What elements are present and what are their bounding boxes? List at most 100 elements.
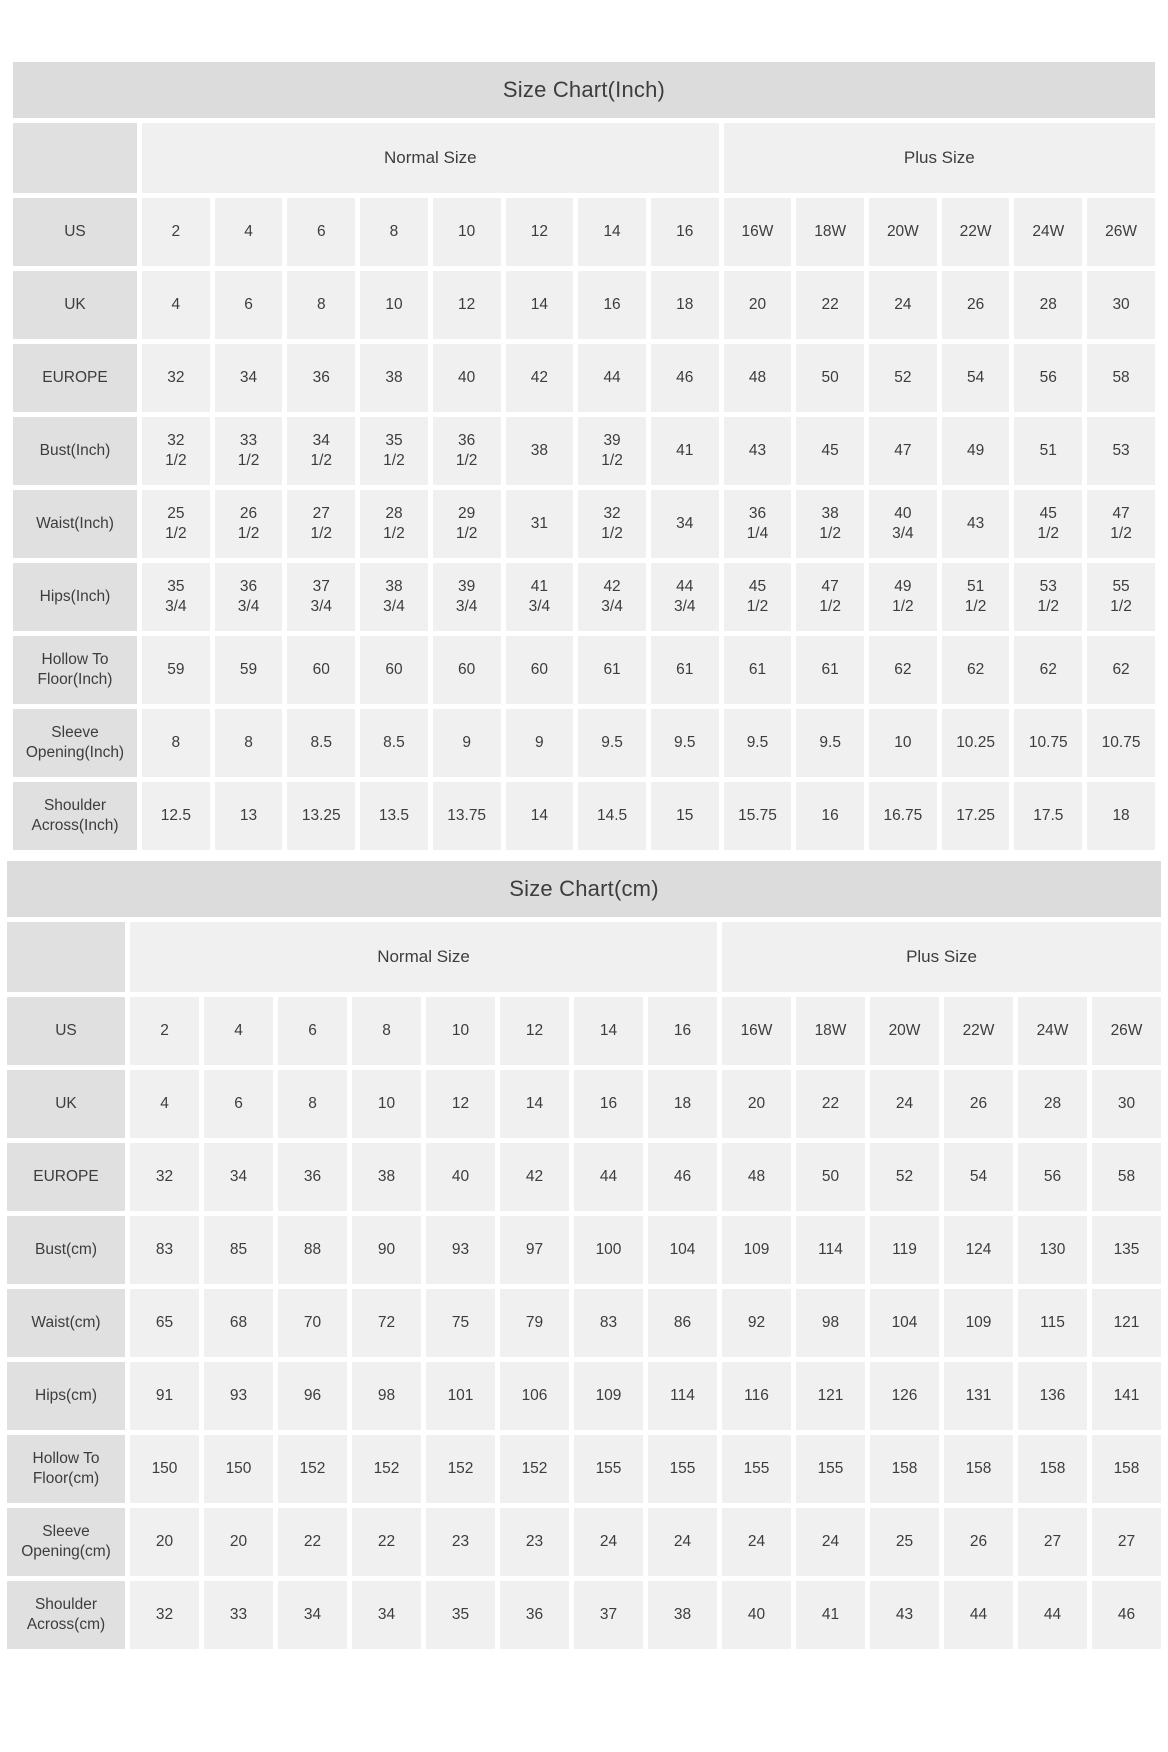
size-value-cell: 14	[505, 271, 574, 339]
size-value-cell: 24W	[1014, 198, 1083, 266]
size-value-cell: 4	[214, 198, 283, 266]
size-value-cell: 20W	[869, 198, 937, 266]
size-value-cell: 36	[287, 344, 356, 412]
row-label: Shoulder Across(Inch)	[13, 782, 137, 850]
size-value-cell: 26	[944, 1070, 1013, 1138]
row-label: EUROPE	[7, 1143, 125, 1211]
size-value-cell: 152	[278, 1435, 347, 1503]
table-row: Bust(Inch) 32 1/2 33 1/2 34 1/2 35 1/2 36 1/2…	[13, 417, 1155, 485]
size-value-cell: 10	[360, 271, 428, 339]
size-value-cell: 121	[796, 1362, 865, 1430]
size-value-cell: 28 1/2	[360, 490, 428, 558]
size-value-cell: 6	[278, 997, 347, 1065]
size-value-cell: 55 1/2	[1087, 563, 1155, 631]
size-value-cell: 43	[723, 417, 792, 485]
size-value-cell: 114	[648, 1362, 717, 1430]
size-value-cell: 13.25	[287, 782, 356, 850]
size-value-cell: 20	[130, 1508, 199, 1576]
size-value-cell: 38	[352, 1143, 421, 1211]
column-group-header: Normal Size	[130, 922, 717, 992]
size-value-cell: 44	[578, 344, 646, 412]
size-value-cell: 13.75	[432, 782, 501, 850]
size-value-cell: 27	[1092, 1508, 1161, 1576]
row-label: Sleeve Opening(cm)	[7, 1508, 125, 1576]
size-value-cell: 97	[500, 1216, 569, 1284]
size-value-cell: 2	[142, 198, 210, 266]
size-value-cell: 10.75	[1014, 709, 1083, 777]
row-label: Bust(cm)	[7, 1216, 125, 1284]
size-value-cell: 37 3/4	[287, 563, 356, 631]
size-value-cell: 61	[796, 636, 865, 704]
row-label: US	[7, 997, 125, 1065]
size-value-cell: 126	[870, 1362, 939, 1430]
size-value-cell: 152	[500, 1435, 569, 1503]
size-value-cell: 141	[1092, 1362, 1161, 1430]
size-value-cell: 24	[574, 1508, 643, 1576]
size-value-cell: 47 1/2	[1087, 490, 1155, 558]
size-value-cell: 49	[941, 417, 1010, 485]
size-value-cell: 90	[352, 1216, 421, 1284]
size-value-cell: 48	[723, 344, 792, 412]
size-value-cell: 36	[278, 1143, 347, 1211]
size-value-cell: 16.75	[869, 782, 937, 850]
size-value-cell: 38 1/2	[796, 490, 865, 558]
size-value-cell: 50	[796, 1143, 865, 1211]
size-value-cell: 155	[648, 1435, 717, 1503]
size-value-cell: 32	[130, 1143, 199, 1211]
size-value-cell: 24	[796, 1508, 865, 1576]
size-value-cell: 54	[941, 344, 1010, 412]
table-row: Sleeve Opening(cm) 20 20 22 22 23 23 24 24 24 24 25…	[7, 1508, 1161, 1576]
size-value-cell: 92	[722, 1289, 791, 1357]
size-value-cell: 22	[278, 1508, 347, 1576]
size-value-cell: 12	[505, 198, 574, 266]
row-label: Hips(Inch)	[13, 563, 137, 631]
size-value-cell: 46	[1092, 1581, 1161, 1649]
size-value-cell: 93	[204, 1362, 273, 1430]
size-value-cell: 9.5	[796, 709, 865, 777]
size-chart-inch-header: Normal Size Plus Size	[13, 123, 1155, 193]
size-value-cell: 18W	[796, 997, 865, 1065]
size-value-cell: 23	[500, 1508, 569, 1576]
size-value-cell: 39 3/4	[432, 563, 501, 631]
size-value-cell: 20	[723, 271, 792, 339]
row-label: US	[13, 198, 137, 266]
size-value-cell: 155	[796, 1435, 865, 1503]
size-value-cell: 60	[287, 636, 356, 704]
size-value-cell: 26	[941, 271, 1010, 339]
size-value-cell: 70	[278, 1289, 347, 1357]
size-value-cell: 34	[650, 490, 719, 558]
size-chart-cm-table: Normal Size Plus Size US 2 4 6 8 10 12 14 16 16W 18…	[2, 917, 1166, 1654]
row-label: Hollow To Floor(Inch)	[13, 636, 137, 704]
size-value-cell: 20W	[870, 997, 939, 1065]
size-chart-inch-body: US 2 4 6 8 10 12 14 16 16W 18W 20W 22W 24W 26W UK 4 6 8 10 1…	[13, 198, 1155, 850]
size-value-cell: 61	[578, 636, 646, 704]
size-value-cell: 83	[574, 1289, 643, 1357]
corner-cell	[7, 922, 125, 992]
size-value-cell: 8	[214, 709, 283, 777]
size-value-cell: 16	[574, 1070, 643, 1138]
table-row: Bust(cm) 83 85 88 90 93 97 100 104 109 114 119 124 13…	[7, 1216, 1161, 1284]
corner-cell	[13, 123, 137, 193]
size-value-cell: 56	[1018, 1143, 1087, 1211]
size-value-cell: 100	[574, 1216, 643, 1284]
size-value-cell: 62	[869, 636, 937, 704]
size-value-cell: 38	[505, 417, 574, 485]
size-value-cell: 158	[1018, 1435, 1087, 1503]
size-value-cell: 119	[870, 1216, 939, 1284]
size-chart-cm-header: Normal Size Plus Size	[7, 922, 1161, 992]
size-value-cell: 44	[1018, 1581, 1087, 1649]
row-label: Bust(Inch)	[13, 417, 137, 485]
size-value-cell: 68	[204, 1289, 273, 1357]
size-chart-cm-body: US 2 4 6 8 10 12 14 16 16W 18W 20W 22W 24W 26W UK 4 6 8 10 1…	[7, 997, 1161, 1649]
column-group-row: Normal Size Plus Size	[13, 123, 1155, 193]
size-value-cell: 41 3/4	[505, 563, 574, 631]
size-value-cell: 38	[648, 1581, 717, 1649]
size-value-cell: 58	[1092, 1143, 1161, 1211]
size-value-cell: 10	[432, 198, 501, 266]
size-value-cell: 86	[648, 1289, 717, 1357]
size-value-cell: 47	[869, 417, 937, 485]
size-value-cell: 155	[574, 1435, 643, 1503]
table-row: Hollow To Floor(cm) 150 150 152 152 152 152 155…	[7, 1435, 1161, 1503]
row-label: Hollow To Floor(cm)	[7, 1435, 125, 1503]
table-row: Waist(cm) 65 68 70 72 75 79 83 86 92 98 104 109 115 12…	[7, 1289, 1161, 1357]
